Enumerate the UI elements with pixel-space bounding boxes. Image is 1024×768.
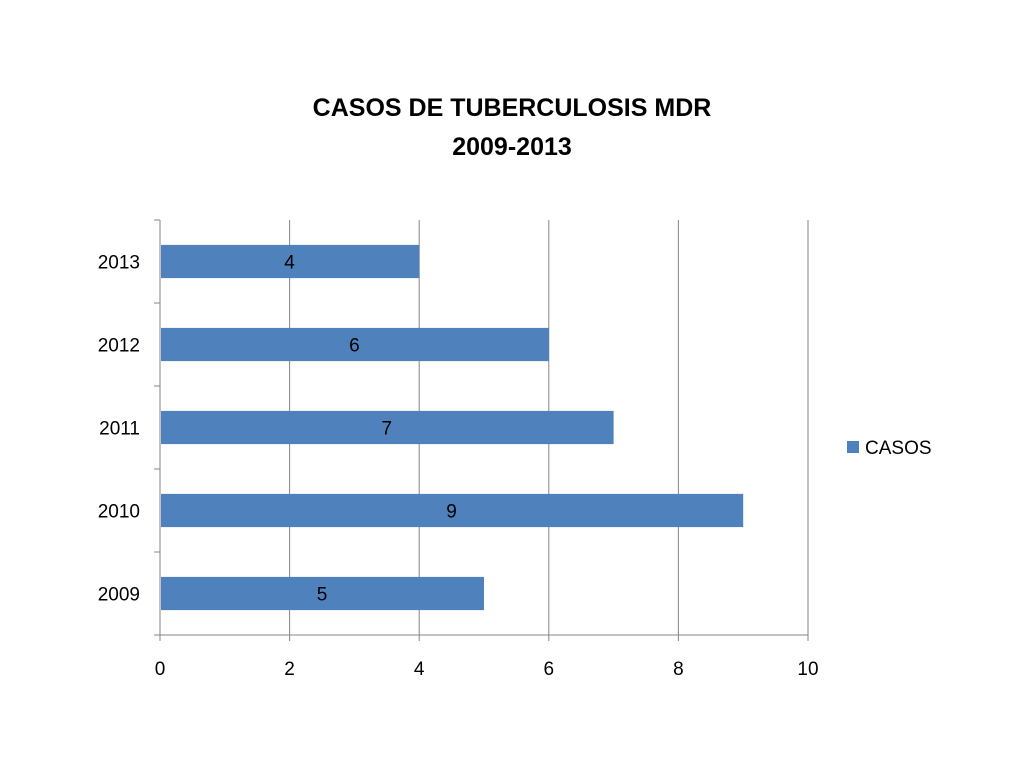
data-labels: 5 9 7 6 4 [284, 253, 457, 606]
x-tick-label: 0 [155, 659, 166, 680]
x-tick-label: 10 [797, 659, 818, 680]
legend-swatch-casos [847, 441, 859, 453]
bars [161, 244, 744, 611]
bar-2011 [161, 410, 614, 445]
x-tick-label: 6 [544, 659, 555, 680]
y-tick-label: 2009 [98, 585, 140, 606]
bar-2010 [161, 493, 744, 528]
data-label-2010: 9 [446, 502, 457, 523]
tick-labels: 0 2 4 6 8 10 2009 2010 2011 2012 2013 [98, 253, 819, 681]
legend-label-casos: CASOS [865, 438, 932, 459]
y-tick-label: 2013 [98, 253, 140, 274]
data-label-2013: 4 [284, 253, 295, 274]
y-tick-label: 2010 [98, 502, 140, 523]
y-tick-label: 2012 [98, 336, 140, 357]
axes [154, 219, 809, 641]
x-tick-label: 8 [673, 659, 684, 680]
x-tick-label: 4 [414, 659, 425, 680]
data-label-2009: 5 [317, 585, 328, 606]
chart-title-line-2: 2009-2013 [452, 133, 572, 161]
bar-2009 [161, 576, 484, 611]
y-tick-label: 2011 [99, 419, 140, 440]
data-label-2012: 6 [349, 336, 360, 357]
chart-title-line-1: CASOS DE TUBERCULOSIS MDR [313, 94, 712, 122]
data-label-2011: 7 [382, 419, 393, 440]
legend: CASOS [847, 438, 932, 459]
bar-2013 [161, 244, 420, 279]
bar-2012 [161, 327, 549, 362]
x-tick-label: 2 [284, 659, 295, 680]
